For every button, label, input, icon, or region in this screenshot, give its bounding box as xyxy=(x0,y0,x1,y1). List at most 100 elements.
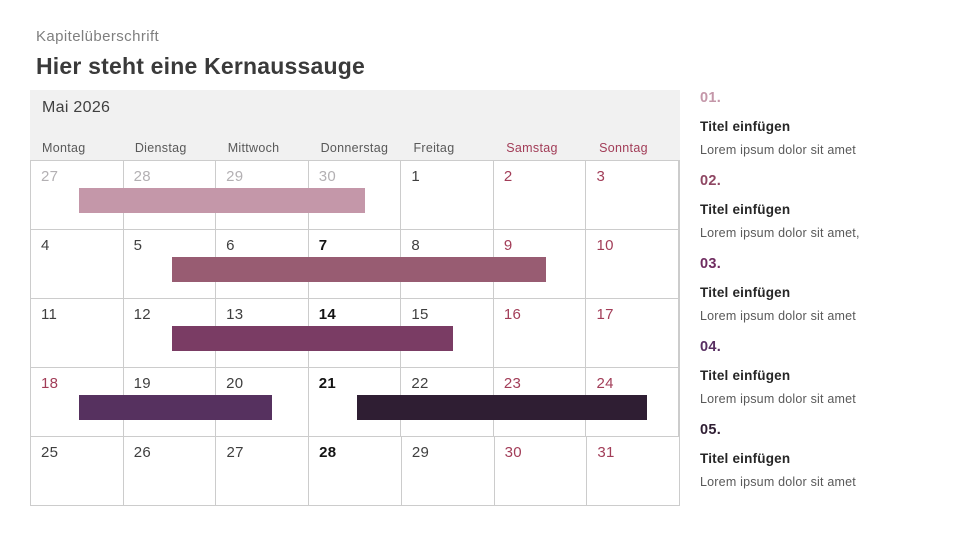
calendar-day-cell: 17 xyxy=(586,299,680,367)
calendar-day-cell: 31 xyxy=(587,437,679,505)
date-number: 6 xyxy=(226,237,235,254)
day-header-montag: Montag xyxy=(42,141,86,155)
note-number: 03. xyxy=(700,256,722,272)
calendar: Mai 2026 Montag Dienstag Mittwoch Donnersta… xyxy=(30,90,680,506)
calendar-day-cell: 4 xyxy=(31,230,124,298)
date-number: 2 xyxy=(503,168,513,185)
date-number: 19 xyxy=(133,375,151,392)
event-bar-03 xyxy=(172,326,453,351)
note-text: Lorem ipsum dolor sit amet xyxy=(700,475,856,489)
calendar-week-row: 11 12 13 14 15 16 17 xyxy=(31,299,680,368)
calendar-day-cell: 3 xyxy=(586,161,680,229)
date-number: 3 xyxy=(596,168,606,185)
note-number: 02. xyxy=(700,173,722,189)
date-number: 31 xyxy=(597,444,615,461)
date-number: 9 xyxy=(503,237,513,254)
calendar-day-cell: 26 xyxy=(124,437,217,505)
calendar-day-cell: 20 xyxy=(216,368,309,436)
date-number: 11 xyxy=(41,306,58,323)
note-title: Titel einfügen xyxy=(700,285,791,300)
note-number: 01. xyxy=(700,90,722,106)
notes-sidebar: 01. Titel einfügen Lorem ipsum dolor sit a… xyxy=(700,90,950,505)
date-number: 28 xyxy=(133,168,151,185)
date-number: 27 xyxy=(226,444,244,461)
calendar-day-cell: 1 xyxy=(401,161,494,229)
day-header-samstag: Samstag xyxy=(506,141,558,155)
date-number: 4 xyxy=(41,237,50,254)
event-bar-02 xyxy=(172,257,547,282)
note-title: Titel einfügen xyxy=(700,202,791,217)
calendar-day-cell: 15 xyxy=(401,299,494,367)
calendar-day-cell: 10 xyxy=(586,230,680,298)
calendar-grid: 27 28 29 30 1 2 3 4 5 6 7 8 9 10 11 12 13 14 15 16 17 18 19 20 2… xyxy=(30,160,680,506)
date-number: 25 xyxy=(41,444,59,461)
date-number: 10 xyxy=(596,237,614,254)
date-number: 13 xyxy=(226,306,244,323)
calendar-week-row: 27 28 29 30 1 2 3 xyxy=(31,161,680,230)
note-item: 03. Titel einfügen Lorem ipsum dolor sit a… xyxy=(700,256,950,323)
note-title: Titel einfügen xyxy=(700,119,791,134)
day-header-mittwoch: Mittwoch xyxy=(227,141,280,155)
date-number: 8 xyxy=(411,237,420,254)
note-number: 04. xyxy=(700,339,722,355)
note-title: Titel einfügen xyxy=(700,451,791,466)
date-number: 18 xyxy=(41,375,59,392)
calendar-week-row: 25 26 27 28 29 30 31 xyxy=(31,437,679,506)
calendar-day-cell: 30 xyxy=(309,161,402,229)
calendar-day-cell: 25 xyxy=(31,437,124,505)
chapter-heading: Kapitelüberschrift xyxy=(36,28,160,45)
day-header-row: Montag Dienstag Mittwoch Donnerstag Freitag S… xyxy=(30,141,680,155)
calendar-day-cell: 9 xyxy=(494,230,587,298)
date-number: 27 xyxy=(41,168,59,185)
note-text: Lorem ipsum dolor sit amet xyxy=(700,309,856,323)
date-number: 12 xyxy=(133,306,151,323)
date-number: 29 xyxy=(411,444,430,461)
note-text: Lorem ipsum dolor sit amet xyxy=(700,143,856,157)
date-number: 28 xyxy=(319,444,337,461)
note-text: Lorem ipsum dolor sit amet, xyxy=(700,226,860,240)
day-header-donnerstag: Donnerstag xyxy=(320,141,389,155)
calendar-week-row: 18 19 20 21 22 23 24 xyxy=(31,368,680,437)
note-title: Titel einfügen xyxy=(700,368,791,383)
date-number: 16 xyxy=(503,306,522,323)
date-number: 30 xyxy=(504,444,522,461)
calendar-day-cell: 28 xyxy=(309,437,402,505)
event-bar-04 xyxy=(78,395,273,420)
calendar-day-cell: 11 xyxy=(31,299,124,367)
date-number: 30 xyxy=(318,168,337,185)
date-number: 26 xyxy=(133,444,152,461)
date-number: 29 xyxy=(226,168,244,185)
calendar-week-row: 4 5 6 7 8 9 10 xyxy=(31,230,680,299)
calendar-day-cell: 30 xyxy=(495,437,588,505)
date-number: 1 xyxy=(411,168,420,185)
calendar-day-cell: 29 xyxy=(402,437,495,505)
calendar-day-cell: 16 xyxy=(494,299,587,367)
calendar-day-cell: 2 xyxy=(494,161,587,229)
calendar-header: Mai 2026 Montag Dienstag Mittwoch Donnersta… xyxy=(30,90,680,160)
date-number: 21 xyxy=(318,375,337,392)
day-header-dienstag: Dienstag xyxy=(134,141,187,155)
calendar-day-cell: 27 xyxy=(216,437,310,505)
event-bar-05 xyxy=(356,395,648,420)
date-number: 5 xyxy=(133,237,143,254)
event-bar-01 xyxy=(78,188,365,213)
note-item: 02. Titel einfügen Lorem ipsum dolor sit a… xyxy=(700,173,950,240)
date-number: 20 xyxy=(226,375,244,392)
date-number: 22 xyxy=(411,375,429,392)
note-text: Lorem ipsum dolor sit amet xyxy=(700,392,856,406)
note-item: 01. Titel einfügen Lorem ipsum dolor sit a… xyxy=(700,90,950,157)
date-number: 15 xyxy=(411,306,429,323)
note-item: 05. Titel einfügen Lorem ipsum dolor sit a… xyxy=(700,422,950,489)
note-number: 05. xyxy=(700,422,722,438)
calendar-day-cell: 24 xyxy=(586,368,680,436)
month-label: Mai 2026 xyxy=(42,99,111,116)
page-title: Hier steht eine Kernaussauge xyxy=(36,53,365,79)
day-header-sonntag: Sonntag xyxy=(599,141,648,155)
date-number: 14 xyxy=(318,306,337,323)
date-number: 23 xyxy=(503,375,522,392)
date-number: 17 xyxy=(596,306,614,323)
day-header-freitag: Freitag xyxy=(413,141,455,155)
date-number: 24 xyxy=(596,375,614,392)
note-item: 04. Titel einfügen Lorem ipsum dolor sit a… xyxy=(700,339,950,406)
